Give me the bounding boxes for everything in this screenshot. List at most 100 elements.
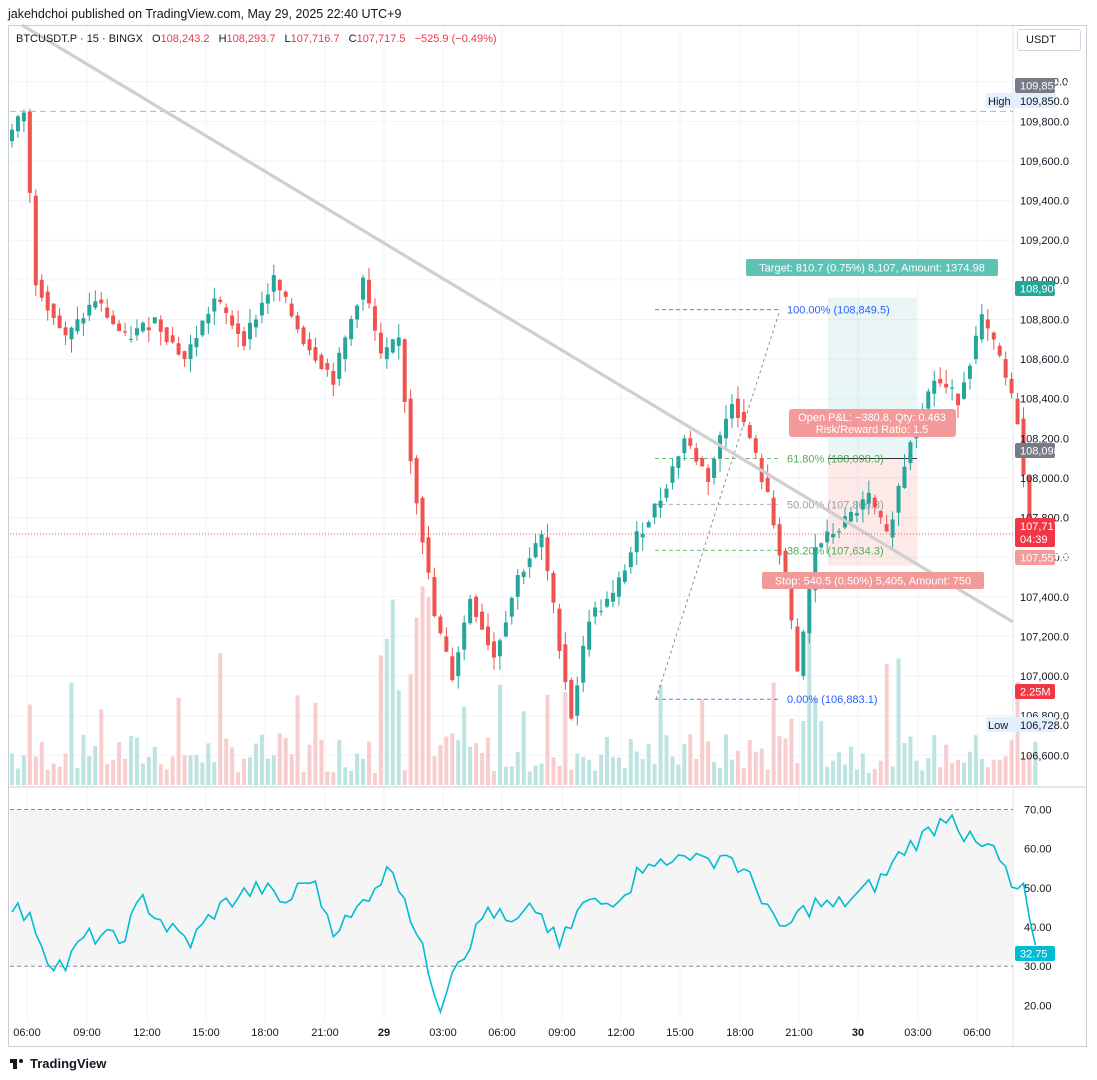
candle-body [158, 319, 163, 332]
candle-body [372, 306, 377, 331]
target-price-badge: 108,909.0 [1020, 284, 1069, 296]
candle-body [75, 319, 80, 332]
currency-selector[interactable]: USDT [1017, 29, 1081, 51]
volume-bar [349, 770, 354, 785]
candle-body [426, 537, 431, 573]
candle-body [99, 299, 104, 304]
candle-body [557, 608, 562, 651]
candle-body [230, 315, 235, 326]
time-tick-label: 18:00 [726, 1027, 754, 1039]
candle-body [105, 307, 110, 318]
volume-bar [468, 746, 473, 785]
candle-body [973, 335, 978, 360]
candle-body [39, 279, 44, 298]
rsi-tick-label: 20.00 [1024, 1000, 1052, 1012]
volume-bar [111, 759, 116, 785]
time-tick-label: 15:00 [666, 1027, 694, 1039]
candle-body [610, 592, 615, 602]
target-label-bg [746, 259, 998, 276]
candle-body [188, 344, 193, 360]
candle-body [289, 303, 294, 317]
volume-bar [206, 743, 211, 785]
fib-level-label: 100.00% (108,849.5) [787, 305, 890, 317]
low-value: 107,716.7 [290, 33, 340, 45]
volume-bar [914, 760, 919, 785]
volume-bar [456, 739, 461, 785]
volume-bar [664, 735, 669, 785]
candle-body [390, 339, 395, 353]
rsi-value-badge-bg [1015, 946, 1055, 961]
rsi-tick-label: 70.00 [1024, 805, 1052, 817]
candle-body [486, 626, 490, 646]
time-tick-label: 06:00 [488, 1027, 516, 1039]
candle-body [182, 351, 187, 360]
volume-bar [622, 767, 627, 785]
candle-body [962, 382, 966, 399]
volume-bar [367, 741, 371, 785]
candle-body [117, 323, 122, 332]
volume-bar [962, 762, 966, 785]
candle-body [218, 299, 223, 303]
candle-body [979, 314, 984, 340]
time-tick-label: 12:00 [607, 1027, 635, 1039]
fib-level-label: 50.00% (107,866.3) [787, 499, 884, 511]
candle-body [497, 640, 502, 657]
volume-badge-bg [1015, 684, 1055, 699]
close-key: C [348, 33, 357, 45]
volume-bar [902, 742, 907, 785]
trendline [21, 23, 1014, 624]
low-key: L [284, 33, 291, 45]
candle-body [533, 543, 538, 558]
volume-bar [599, 754, 604, 785]
volume-bar [539, 763, 544, 785]
candle-body [551, 573, 556, 603]
volume-bar [848, 746, 853, 785]
candle-body [890, 519, 895, 538]
pnl-box [789, 409, 956, 437]
volume-bar [259, 734, 264, 785]
volume-bar [854, 769, 859, 785]
candle-body [170, 335, 175, 343]
candle-body [985, 319, 990, 329]
candle-body [575, 685, 580, 716]
time-tick-label: 03:00 [904, 1027, 932, 1039]
candle-body [21, 112, 26, 122]
open-key: O [152, 33, 161, 45]
time-tick-label: 18:00 [251, 1027, 279, 1039]
volume-bar [950, 763, 955, 785]
price-tick-label: 109,200.0 [1020, 235, 1069, 247]
stop-price-badge: 107,557.8 [1020, 553, 1069, 565]
candle-body [146, 327, 151, 331]
volume-bar [164, 769, 169, 785]
volume-bar [973, 735, 978, 785]
candle-body [872, 497, 877, 508]
fib-level-label: 61.80% (108,098.3) [787, 453, 884, 465]
candle-body [837, 531, 842, 533]
candle-body [456, 652, 461, 677]
volume-bar [908, 736, 913, 785]
volume-bar [967, 751, 972, 785]
volume-bar [319, 739, 324, 785]
candle-body [967, 365, 972, 379]
high-value: 108,293.7 [226, 33, 276, 45]
volume-bar [1015, 682, 1020, 785]
price-tick-label: 108,200.0 [1020, 433, 1069, 445]
volume-bar [926, 758, 931, 785]
volume-bar [831, 760, 836, 785]
candle-body [509, 597, 514, 617]
volume-bar [140, 763, 145, 785]
volume-bar [372, 772, 377, 785]
price-tick-label: 109,800.0 [1020, 116, 1069, 128]
candle-body [265, 294, 270, 304]
candle-body [396, 337, 401, 346]
candle-body [15, 116, 20, 132]
volume-bar [587, 759, 592, 785]
candle-body [462, 622, 467, 650]
volume-bar [724, 734, 728, 785]
volume-bar [343, 767, 348, 785]
symbol-label[interactable]: BTCUSDT.P · 15 · BINGX [16, 33, 143, 45]
rsi-value-badge: 32.75 [1020, 949, 1048, 961]
high-marker-label: High [988, 96, 1011, 108]
candle-body [581, 645, 586, 683]
